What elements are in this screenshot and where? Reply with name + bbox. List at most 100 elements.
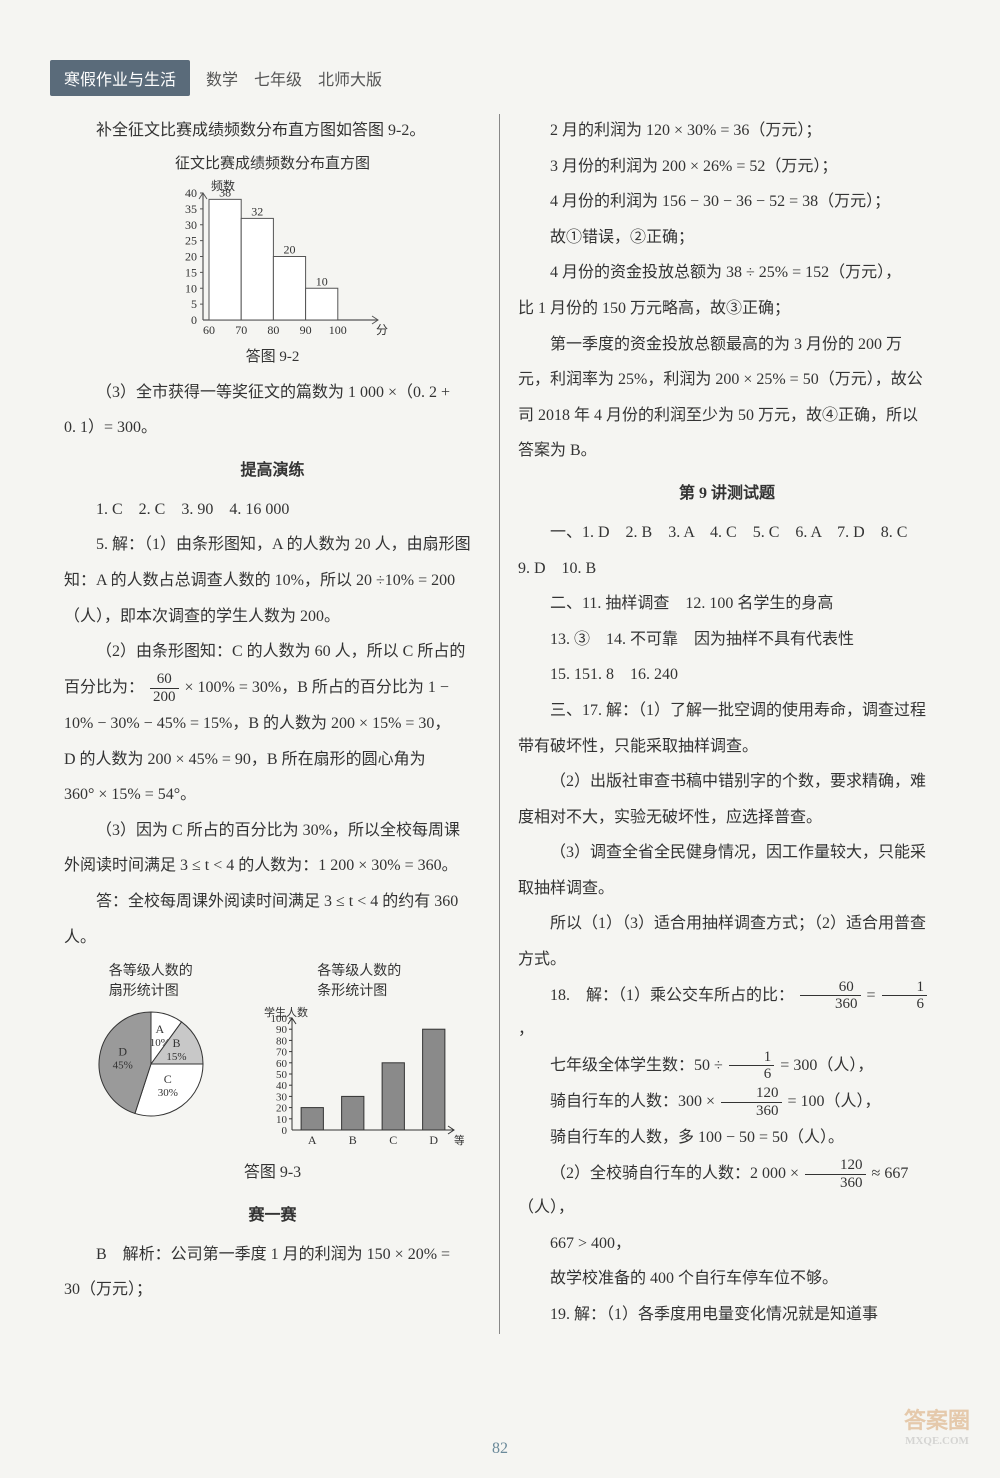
text-line: 人。 (64, 921, 481, 955)
fraction: 120 360 (721, 1085, 782, 1119)
two-column-layout: 补全征文比赛成绩频数分布直方图如答图 9-2。 征文比赛成绩频数分布直方图 5 1… (50, 114, 950, 1334)
text-line: （3）因为 C 所占的百分比为 30%，所以全校每周课 (64, 814, 481, 848)
svg-text:C: C (389, 1133, 397, 1147)
text: 七年级全体学生数：50 ÷ (550, 1057, 727, 1074)
denominator: 200 (150, 689, 179, 706)
text-line: （人），即本次调查的学生人数为 200。 (64, 600, 481, 634)
histogram-svg: 51015202530354003832201060708090100频数分数 (158, 175, 388, 345)
text-line: 补全征文比赛成绩频数分布直方图如答图 9-2。 (64, 114, 481, 148)
denominator: 6 (729, 1066, 775, 1083)
fraction: 120 360 (805, 1157, 866, 1191)
numerator: 1 (882, 979, 928, 997)
chart-title: 各等级人数的 扇形统计图 (109, 960, 193, 1000)
svg-text:70: 70 (276, 1047, 288, 1059)
svg-text:50: 50 (276, 1069, 288, 1081)
text-line: （3）调查全省全民健身情况，因工作量较大，只能采 (518, 836, 936, 870)
fraction: 60 360 (800, 979, 861, 1013)
text-line: 4 月份的资金投放总额为 38 ÷ 25% = 152（万元）， (518, 256, 936, 290)
text-line: 故学校准备的 400 个自行车停车位不够。 (518, 1262, 936, 1296)
svg-text:25: 25 (185, 233, 197, 247)
svg-text:60: 60 (203, 323, 215, 337)
svg-text:80: 80 (276, 1036, 288, 1048)
chart-title: 征文比赛成绩频数分布直方图 (175, 152, 370, 173)
numerator: 60 (150, 671, 179, 689)
text-line: （2）出版社审查书稿中错别字的个数，要求精确，难 (518, 765, 936, 799)
text: ， (518, 1021, 534, 1038)
text-line: 故①错误，②正确； (518, 221, 936, 255)
svg-text:30: 30 (276, 1092, 288, 1104)
svg-text:0: 0 (191, 313, 197, 327)
section-title: 第 9 讲测试题 (518, 478, 936, 510)
svg-text:10: 10 (315, 274, 327, 288)
text-line: 13. ③ 14. 不可靠 因为抽样不具有代表性 (518, 623, 936, 657)
svg-text:10: 10 (276, 1114, 288, 1126)
text-line: 二、11. 抽样调查 12. 100 名学生的身高 (518, 587, 936, 621)
text: 18. 解：（1）乘公交车所占的比： (550, 987, 794, 1004)
pie-chart-block: 各等级人数的 扇形统计图 A10%B15%C30%D45% (81, 960, 221, 1122)
text-line: 30（万元）； (64, 1273, 481, 1307)
svg-text:45%: 45% (112, 1060, 132, 1072)
fraction: 1 6 (882, 979, 928, 1013)
svg-text:90: 90 (299, 323, 311, 337)
svg-text:60: 60 (276, 1058, 288, 1070)
svg-text:15%: 15% (166, 1051, 186, 1063)
text-line: 七年级全体学生数：50 ÷ 1 6 = 300（人）， (518, 1049, 936, 1083)
svg-text:频数: 频数 (211, 178, 235, 193)
text: 骑自行车的人数：300 × (550, 1093, 719, 1110)
header-subtitle: 数学 七年级 北师大版 (206, 66, 382, 90)
text-line: 带有破坏性，只能采取抽样调查。 (518, 730, 936, 764)
numerator: 120 (721, 1085, 782, 1103)
numerator: 1 (729, 1049, 775, 1067)
text-line: 骑自行车的人数：300 × 120 360 = 100（人）， (518, 1085, 936, 1119)
bar-chart-block: 各等级人数的 条形统计图 1020304050607080901000ABCD学… (254, 960, 464, 1152)
text: = (867, 987, 880, 1004)
text-line: 取抽样调查。 (518, 872, 936, 906)
svg-text:70: 70 (235, 323, 247, 337)
chart-title: 各等级人数的 条形统计图 (317, 960, 401, 1000)
text-line: 比 1 月份的 150 万元略高，故③正确； (518, 292, 936, 326)
fraction: 1 6 (729, 1049, 775, 1083)
text-line: （3）全市获得一等奖征文的篇数为 1 000 ×（0. 2 + (64, 376, 481, 410)
text-line: 方式。 (518, 943, 936, 977)
svg-text:分数: 分数 (376, 322, 388, 337)
text-line: 司 2018 年 4 月份的利润至少为 50 万元，故④正确，所以 (518, 399, 936, 433)
svg-text:90: 90 (276, 1024, 288, 1036)
svg-text:100: 100 (328, 323, 346, 337)
text-line: 0. 1）= 300。 (64, 411, 481, 445)
watermark-text: 答案圈 (904, 1408, 970, 1433)
text-line: 一、1. D 2. B 3. A 4. C 5. C 6. A 7. D 8. … (518, 516, 936, 550)
denominator: 6 (882, 996, 928, 1013)
text-line: 10% − 30% − 45% = 15%，B 的人数为 200 × 15% =… (64, 707, 481, 741)
fraction: 60 200 (150, 671, 179, 705)
text-line: 三、17. 解：（1）了解一批空调的使用寿命，调查过程 (518, 694, 936, 728)
svg-text:C: C (164, 1072, 172, 1086)
text-line: 2 月的利润为 120 × 30% = 36（万元）； (518, 114, 936, 148)
svg-text:A: A (155, 1022, 164, 1036)
svg-text:D: D (118, 1045, 127, 1059)
text-line: 骑自行车的人数，多 100 − 50 = 50（人）。 (518, 1121, 936, 1155)
svg-text:20: 20 (283, 242, 295, 256)
pie-svg: A10%B15%C30%D45% (81, 1002, 221, 1122)
histogram-chart: 征文比赛成绩频数分布直方图 51015202530354003832201060… (64, 152, 481, 368)
text-line: D 的人数为 200 × 45% = 90，B 所在扇形的圆心角为 (64, 743, 481, 777)
bar-svg: 1020304050607080901000ABCD学生人数等级 (254, 1002, 464, 1152)
text-line: 667 > 400， (518, 1227, 936, 1261)
svg-text:35: 35 (185, 201, 197, 215)
svg-text:D: D (430, 1133, 439, 1147)
svg-text:学生人数: 学生人数 (264, 1005, 308, 1019)
text: × 100% = 30%，B 所占的百分比为 1 − (185, 679, 449, 696)
charts-row: 各等级人数的 扇形统计图 A10%B15%C30%D45% 各等级人数的 条形统… (64, 960, 481, 1152)
text: （2）全校骑自行车的人数：2 000 × (550, 1165, 803, 1182)
svg-text:40: 40 (185, 186, 197, 200)
text-line: 度相对不大，实验无破坏性，应选择普查。 (518, 801, 936, 835)
text-line: 15. 151. 8 16. 240 (518, 658, 936, 692)
chart-caption: 答图 9-2 (246, 345, 300, 366)
text-line: 19. 解：（1）各季度用电量变化情况就是知道事 (518, 1298, 936, 1332)
numerator: 60 (800, 979, 861, 997)
text-line: 所以（1）（3）适合用抽样调查方式；（2）适合用普查 (518, 907, 936, 941)
svg-text:等级: 等级 (454, 1133, 464, 1147)
denominator: 360 (721, 1103, 782, 1120)
svg-text:32: 32 (251, 204, 263, 218)
svg-text:5: 5 (191, 297, 197, 311)
text-line: 百分比为： 60 200 × 100% = 30%，B 所占的百分比为 1 − (64, 671, 481, 705)
